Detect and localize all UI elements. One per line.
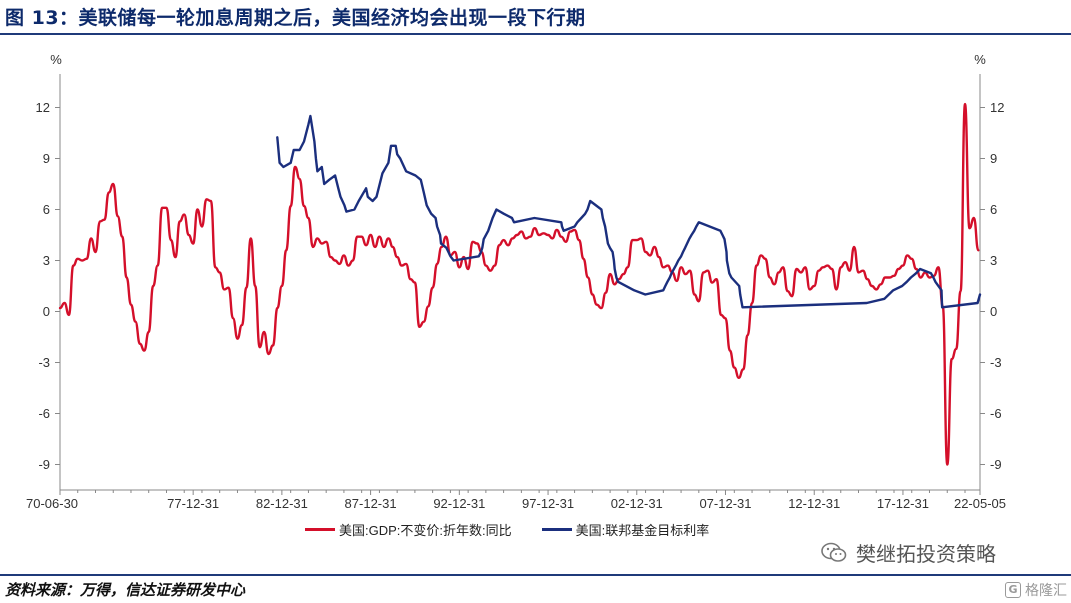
y-tick-right-label: -6 xyxy=(990,406,1002,421)
stamp-text: 格隆汇 xyxy=(1025,583,1067,599)
y-tick-right-label: 0 xyxy=(990,304,997,319)
y-tick-right-label: 6 xyxy=(990,202,997,217)
legend-item-ffr: 美国:联邦基金目标利率 xyxy=(541,520,710,539)
series-line-fed-funds xyxy=(276,114,982,309)
y-tick-left-label: -6 xyxy=(38,406,50,421)
corner-stamp: G 格隆汇 xyxy=(1005,580,1067,600)
x-tick-label: 82-12-31 xyxy=(256,496,308,511)
x-tick-label: 77-12-31 xyxy=(167,496,219,511)
watermark: 樊继拓投资策略 xyxy=(820,538,996,567)
y-unit-right: % xyxy=(974,52,986,67)
y-tick-right-label: 9 xyxy=(990,151,997,166)
x-tick-label: 17-12-31 xyxy=(877,496,929,511)
y-tick-left-label: -9 xyxy=(38,457,50,472)
chart-series xyxy=(58,102,982,466)
x-tick-label: 12-12-31 xyxy=(788,496,840,511)
y-tick-right-label: 12 xyxy=(990,100,1004,115)
series-line-gdp xyxy=(58,102,980,466)
stamp-logo-icon: G xyxy=(1005,582,1021,598)
chart-axes: % % -9 -9 -6 -6 -3 -3 0 0 3 3 6 6 9 9 12 12 70-06-30 77-12-… xyxy=(26,52,1006,511)
y-tick-left-label: 0 xyxy=(43,304,50,319)
x-tick-label: 70-06-30 xyxy=(26,496,78,511)
x-tick-label: 22-05-05 xyxy=(954,496,1006,511)
y-tick-left-label: 12 xyxy=(36,100,50,115)
y-tick-left-label: 6 xyxy=(43,202,50,217)
legend-label-ffr: 美国:联邦基金目标利率 xyxy=(575,523,710,538)
wechat-icon xyxy=(821,542,847,562)
y-tick-left-label: 9 xyxy=(43,151,50,166)
legend-swatch-ffr xyxy=(541,528,572,531)
y-tick-right-label: -3 xyxy=(990,355,1002,370)
source-divider xyxy=(0,574,1071,576)
legend-swatch-gdp xyxy=(305,528,335,531)
figure-title: 图 13：美联储每一轮加息周期之后，美国经济均会出现一段下行期 xyxy=(5,7,586,29)
x-tick-label: 87-12-31 xyxy=(345,496,397,511)
title-divider xyxy=(0,33,1071,35)
x-tick-label: 07-12-31 xyxy=(699,496,751,511)
y-unit-left: % xyxy=(50,52,62,67)
source-note: 资料来源：万得，信达证券研发中心 xyxy=(5,581,246,599)
legend-item-gdp: 美国:GDP:不变价:折年数:同比 xyxy=(305,520,512,539)
y-tick-right-label: 3 xyxy=(990,253,997,268)
y-tick-left-label: 3 xyxy=(43,253,50,268)
chart-legend: 美国:GDP:不变价:折年数:同比 美国:联邦基金目标利率 xyxy=(305,520,709,539)
legend-label-gdp: 美国:GDP:不变价:折年数:同比 xyxy=(339,523,512,538)
y-tick-right-label: -9 xyxy=(990,457,1002,472)
x-tick-label: 97-12-31 xyxy=(522,496,574,511)
watermark-text: 樊继拓投资策略 xyxy=(856,542,996,566)
x-tick-label: 02-12-31 xyxy=(611,496,663,511)
y-tick-left-label: -3 xyxy=(38,355,50,370)
x-tick-label: 92-12-31 xyxy=(433,496,485,511)
